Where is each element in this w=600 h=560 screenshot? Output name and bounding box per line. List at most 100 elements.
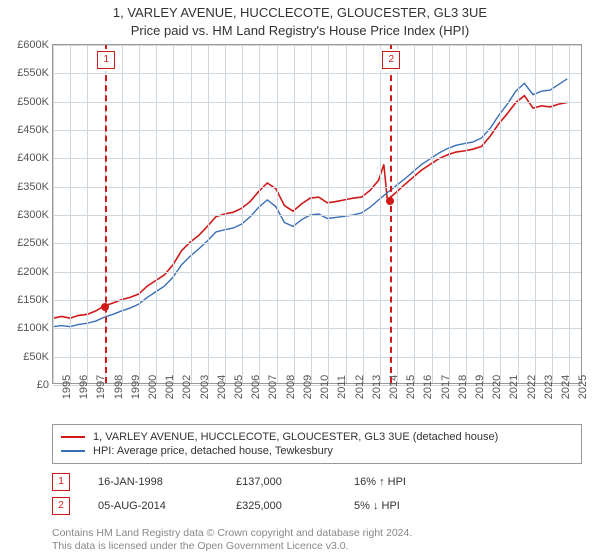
gridline-v — [70, 45, 71, 383]
x-axis-label: 2005 — [225, 375, 239, 399]
x-axis-label: 2013 — [363, 375, 377, 399]
x-axis-label: 2008 — [277, 375, 291, 399]
gridline-v — [87, 45, 88, 383]
sale-marker-line — [105, 45, 107, 383]
footer: Contains HM Land Registry data © Crown c… — [52, 527, 582, 554]
y-axis-label: £200K — [17, 266, 49, 278]
x-axis-label: 2000 — [139, 375, 153, 399]
gridline-h — [53, 215, 581, 216]
legend-swatch — [61, 436, 85, 438]
x-axis-label: 2020 — [483, 375, 497, 399]
gridline-v — [294, 45, 295, 383]
legend-and-sales: 1, VARLEY AVENUE, HUCCLECOTE, GLOUCESTER… — [52, 424, 582, 518]
sale-row-badge: 2 — [52, 497, 70, 515]
x-axis-label: 2012 — [346, 375, 360, 399]
title-block: 1, VARLEY AVENUE, HUCCLECOTE, GLOUCESTER… — [0, 0, 600, 41]
gridline-v — [449, 45, 450, 383]
gridline-h — [53, 158, 581, 159]
gridline-v — [277, 45, 278, 383]
sale-marker-badge: 1 — [97, 51, 115, 69]
gridline-v — [328, 45, 329, 383]
sale-marker-line — [390, 45, 392, 383]
gridline-v — [500, 45, 501, 383]
gridline-v — [53, 45, 54, 383]
legend-label: HPI: Average price, detached house, Tewk… — [93, 445, 333, 457]
gridline-v — [535, 45, 536, 383]
legend-row: 1, VARLEY AVENUE, HUCCLECOTE, GLOUCESTER… — [61, 430, 573, 444]
sale-row-badge: 1 — [52, 473, 70, 491]
y-axis-label: £350K — [17, 181, 49, 193]
gridline-h — [53, 357, 581, 358]
y-axis-label: £450K — [17, 124, 49, 136]
x-axis-label: 2021 — [500, 375, 514, 399]
x-axis-label: 2011 — [328, 375, 342, 399]
x-axis-label: 2025 — [569, 375, 583, 399]
y-axis-label: £250K — [17, 237, 49, 249]
gridline-v — [173, 45, 174, 383]
root: 1, VARLEY AVENUE, HUCCLECOTE, GLOUCESTER… — [0, 0, 600, 560]
gridline-v — [156, 45, 157, 383]
sale-date: 05-AUG-2014 — [98, 500, 208, 512]
footer-line-2: This data is licensed under the Open Gov… — [52, 540, 582, 554]
sale-price: £325,000 — [236, 500, 326, 512]
x-axis-label: 2004 — [208, 375, 222, 399]
x-axis-label: 2018 — [449, 375, 463, 399]
title-line-2: Price paid vs. HM Land Registry's House … — [0, 22, 600, 40]
x-axis-label: 2009 — [294, 375, 308, 399]
x-axis-label: 2010 — [311, 375, 325, 399]
sale-delta: 16% ↑ HPI — [354, 476, 406, 488]
gridline-h — [53, 300, 581, 301]
y-axis-label: £300K — [17, 209, 49, 221]
gridline-v — [518, 45, 519, 383]
gridline-v — [466, 45, 467, 383]
sale-delta: 5% ↓ HPI — [354, 500, 400, 512]
gridline-v — [432, 45, 433, 383]
gridline-v — [483, 45, 484, 383]
legend-box: 1, VARLEY AVENUE, HUCCLECOTE, GLOUCESTER… — [52, 424, 582, 464]
x-axis-label: 2024 — [552, 375, 566, 399]
x-axis-label: 1995 — [53, 375, 67, 399]
x-axis-label: 1997 — [87, 375, 101, 399]
gridline-v — [139, 45, 140, 383]
gridline-h — [53, 328, 581, 329]
x-axis-label: 2001 — [156, 375, 170, 399]
gridline-h — [53, 187, 581, 188]
gridline-h — [53, 45, 581, 46]
x-axis-label: 2002 — [173, 375, 187, 399]
y-axis-label: £0 — [37, 379, 49, 391]
gridline-v — [225, 45, 226, 383]
gridline-v — [414, 45, 415, 383]
gridline-v — [208, 45, 209, 383]
x-axis-label: 2016 — [414, 375, 428, 399]
legend-swatch — [61, 450, 85, 452]
gridline-v — [363, 45, 364, 383]
x-axis-label: 1999 — [122, 375, 136, 399]
x-axis-label: 2022 — [518, 375, 532, 399]
chart-lines — [53, 45, 581, 383]
sale-marker-badge: 2 — [382, 51, 400, 69]
x-axis-label: 1996 — [70, 375, 84, 399]
gridline-v — [552, 45, 553, 383]
x-axis-label: 2023 — [535, 375, 549, 399]
x-axis-label: 2017 — [432, 375, 446, 399]
gridline-v — [397, 45, 398, 383]
y-axis-label: £550K — [17, 67, 49, 79]
sale-row: 116-JAN-1998£137,00016% ↑ HPI — [52, 470, 582, 494]
gridline-v — [346, 45, 347, 383]
legend-label: 1, VARLEY AVENUE, HUCCLECOTE, GLOUCESTER… — [93, 431, 498, 443]
gridline-v — [380, 45, 381, 383]
gridline-h — [53, 130, 581, 131]
y-axis-label: £100K — [17, 322, 49, 334]
x-axis-label: 2006 — [242, 375, 256, 399]
y-axis-label: £150K — [17, 294, 49, 306]
y-axis-label: £50K — [23, 351, 49, 363]
gridline-v — [311, 45, 312, 383]
gridline-h — [53, 102, 581, 103]
y-axis-label: £500K — [17, 96, 49, 108]
gridline-h — [53, 73, 581, 74]
y-axis-label: £600K — [17, 39, 49, 51]
y-axis-label: £400K — [17, 152, 49, 164]
sale-marker-dot — [101, 303, 109, 311]
sale-marker-dot — [386, 197, 394, 205]
legend-row: HPI: Average price, detached house, Tewk… — [61, 444, 573, 458]
